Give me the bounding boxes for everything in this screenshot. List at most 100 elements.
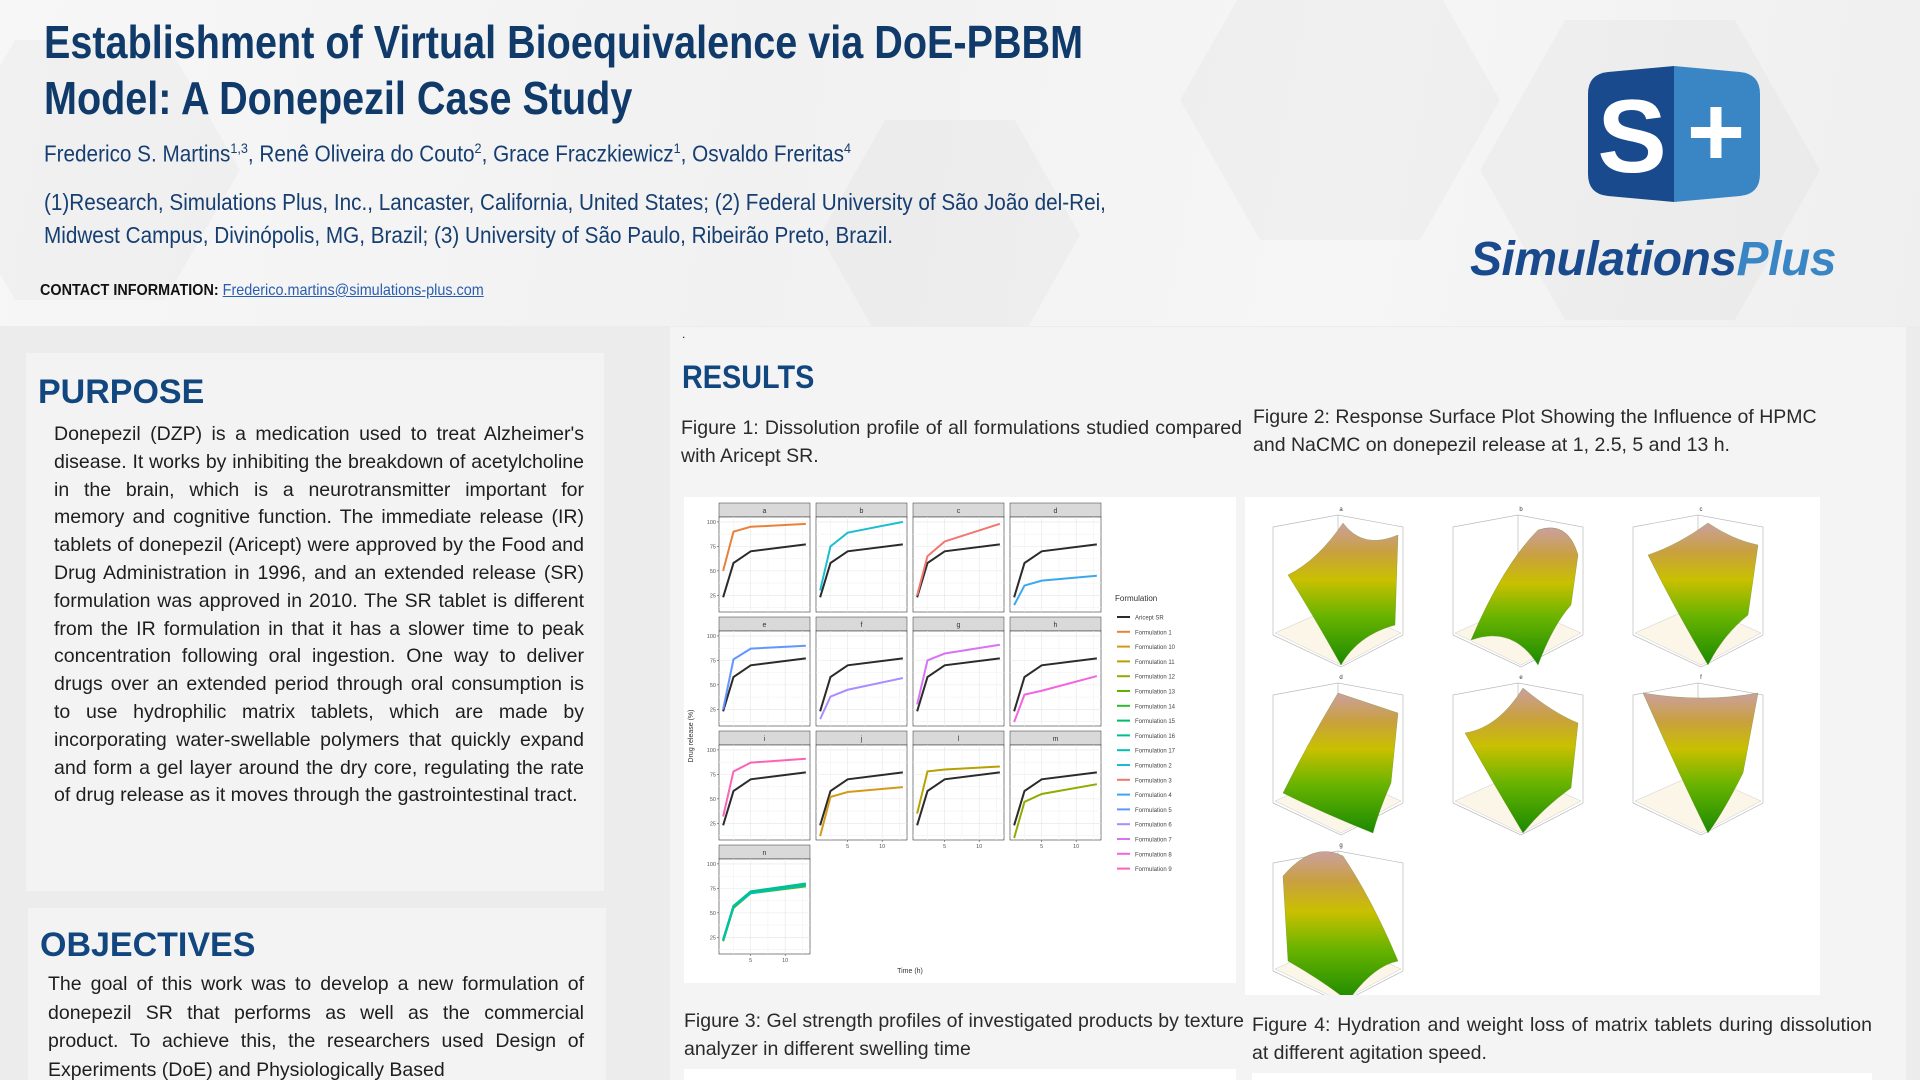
series-line-aricept-sr bbox=[916, 543, 1000, 598]
legend-label: Formulation 1 bbox=[1135, 630, 1172, 636]
author-name: Osvaldo Freritas bbox=[692, 140, 845, 167]
author-affiliation-number: 1,3 bbox=[230, 140, 248, 156]
facet-label: n bbox=[763, 850, 767, 857]
series-line-aricept-sr bbox=[916, 771, 1000, 826]
dissolution-profile-chart: a 25 50 75 100 b c d e 25 50 75 100 f g h i 25 50 75 100 j 5 10… bbox=[688, 502, 1176, 975]
x-tick-label: 5 bbox=[943, 844, 946, 850]
y-tick-label: 75 bbox=[710, 772, 716, 778]
series-line-formulation-6 bbox=[819, 677, 904, 720]
y-tick-label: 25 bbox=[710, 707, 716, 713]
series-line-formulation-10 bbox=[819, 786, 903, 837]
y-tick-label: 75 bbox=[710, 886, 716, 892]
y-tick-label: 75 bbox=[710, 658, 716, 664]
series-line-formulation-5 bbox=[722, 644, 806, 710]
facet-panel-j: j 5 10 bbox=[815, 730, 908, 850]
objectives-text: The goal of this work was to develop a n… bbox=[48, 973, 584, 1080]
affiliation-line: (1)Research, Simulations Plus, Inc., Lan… bbox=[44, 189, 1106, 215]
response-surface-plots: a b c d e f g bbox=[1272, 507, 1764, 1004]
facet-panel-c: c bbox=[912, 502, 1005, 613]
facet-label: d bbox=[1054, 508, 1058, 515]
title-line: Establishment of Virtual Bioequivalence … bbox=[44, 16, 1084, 68]
author-affiliation-number: 1 bbox=[673, 140, 681, 156]
panel-background bbox=[815, 630, 908, 727]
y-tick-label: 25 bbox=[710, 935, 716, 941]
surface-plot-g: g bbox=[1272, 843, 1404, 1004]
legend-label: Formulation 2 bbox=[1135, 764, 1172, 770]
panel-background bbox=[815, 516, 908, 613]
figure2-caption: Figure 2: Response Surface Plot Showing … bbox=[1253, 406, 1817, 456]
legend-label: Formulation 12 bbox=[1135, 675, 1176, 681]
surface-plot-label: b bbox=[1519, 507, 1523, 513]
author-affiliation-number: 2 bbox=[474, 140, 482, 156]
series-line-aricept-sr bbox=[916, 657, 1000, 712]
x-tick-label: 10 bbox=[879, 844, 885, 850]
panel-background bbox=[815, 744, 908, 841]
facet-panel-b: b bbox=[815, 502, 908, 613]
author-affiliation-number: 4 bbox=[844, 140, 852, 156]
facet-label: c bbox=[957, 508, 961, 515]
legend-title: Formulation bbox=[1115, 594, 1157, 603]
y-tick-label: 100 bbox=[707, 862, 716, 868]
series-line-formulation-7 bbox=[916, 643, 1001, 705]
logo-text-plus: Plus bbox=[1736, 233, 1837, 286]
figure2-surface-plots: a b c d e f g bbox=[1245, 497, 1820, 1004]
y-tick-label: 100 bbox=[707, 634, 716, 640]
legend-label: Formulation 9 bbox=[1135, 867, 1172, 873]
y-tick-label: 50 bbox=[710, 683, 716, 689]
purpose-panel: PURPOSE Donepezil (DZP) is a medication … bbox=[26, 353, 604, 891]
y-axis-label: Drug release (%) bbox=[688, 710, 695, 763]
surface-plot-d: d bbox=[1272, 675, 1404, 836]
facet-label: l bbox=[958, 736, 960, 743]
y-tick-label: 50 bbox=[710, 797, 716, 803]
facet-label: j bbox=[860, 736, 863, 743]
y-tick-label: 75 bbox=[710, 544, 716, 550]
contact-email-link[interactable]: Frederico.martins@simulations-plus.com bbox=[222, 282, 484, 299]
y-tick-label: 100 bbox=[707, 748, 716, 754]
facet-panel-f: f bbox=[815, 616, 908, 727]
facet-label: b bbox=[860, 508, 864, 515]
legend-label: Formulation 17 bbox=[1135, 749, 1176, 755]
response-surface bbox=[1282, 851, 1399, 1002]
figure1-chart: a 25 50 75 100 b c d e 25 50 75 100 f g h i 25 50 75 100 j 5 10… bbox=[684, 497, 1236, 983]
series-line-formulation-17 bbox=[722, 884, 807, 941]
author-name: Frederico S. Martins bbox=[44, 140, 231, 167]
legend-label: Formulation 8 bbox=[1135, 852, 1172, 858]
facet-panel-e: e 25 50 75 100 bbox=[707, 616, 811, 727]
poster-title: Establishment of Virtual Bioequivalence … bbox=[44, 14, 1083, 126]
series-line-formulation-4 bbox=[1013, 574, 1097, 606]
author-name: Renê Oliveira do Couto bbox=[259, 140, 475, 167]
response-surface bbox=[1282, 692, 1399, 834]
panel-background bbox=[912, 516, 1005, 613]
affiliation-line: Midwest Campus, Divinópolis, MG, Brazil;… bbox=[44, 222, 893, 248]
x-tick-label: 10 bbox=[782, 958, 788, 964]
facet-panel-h: h bbox=[1009, 616, 1102, 727]
facet-panel-l: l 5 10 bbox=[912, 730, 1005, 850]
facet-panel-a: a 25 50 75 100 bbox=[707, 502, 811, 613]
facet-label: f bbox=[861, 622, 863, 629]
surface-plot-label: a bbox=[1339, 507, 1343, 513]
series-line-formulation-2 bbox=[819, 520, 904, 591]
series-line-aricept-sr bbox=[722, 771, 806, 826]
legend-label: Formulation 14 bbox=[1135, 704, 1176, 710]
simulations-plus-logo-icon: S + bbox=[1588, 66, 1760, 202]
results-heading: RESULTS bbox=[682, 359, 815, 395]
series-line-aricept-sr bbox=[1013, 771, 1097, 826]
legend-label: Formulation 6 bbox=[1135, 823, 1172, 829]
y-tick-label: 50 bbox=[710, 911, 716, 917]
response-surface bbox=[1287, 522, 1399, 666]
surface-plot-label: d bbox=[1339, 675, 1342, 681]
facet-label: h bbox=[1054, 622, 1058, 629]
x-tick-label: 5 bbox=[846, 844, 849, 850]
series-line-formulation-3 bbox=[916, 522, 1001, 596]
x-tick-label: 5 bbox=[1040, 844, 1043, 850]
facet-label: g bbox=[957, 622, 961, 629]
y-tick-label: 25 bbox=[710, 821, 716, 827]
facet-label: i bbox=[764, 736, 766, 743]
purpose-heading: PURPOSE bbox=[38, 373, 205, 411]
series-line-aricept-sr bbox=[1013, 543, 1097, 598]
background-hexagon bbox=[1180, 0, 1500, 240]
poster-header: Establishment of Virtual Bioequivalence … bbox=[0, 0, 1920, 326]
facet-label: a bbox=[763, 508, 767, 515]
surface-plot-f: f bbox=[1632, 675, 1764, 836]
series-line-aricept-sr bbox=[819, 771, 903, 826]
